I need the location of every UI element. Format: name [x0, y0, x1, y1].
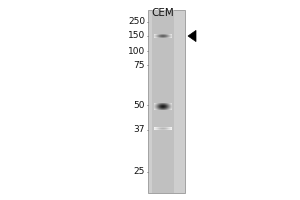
Text: 50: 50: [134, 100, 145, 110]
Text: 25: 25: [134, 168, 145, 176]
Bar: [148, 10, 185, 193]
Bar: [152, 10, 174, 193]
Text: 250: 250: [128, 18, 145, 26]
Text: 37: 37: [134, 126, 145, 134]
Text: 100: 100: [128, 46, 145, 55]
Text: 75: 75: [134, 60, 145, 70]
Polygon shape: [188, 30, 196, 42]
Text: CEM: CEM: [152, 8, 174, 18]
Text: 150: 150: [128, 31, 145, 40]
